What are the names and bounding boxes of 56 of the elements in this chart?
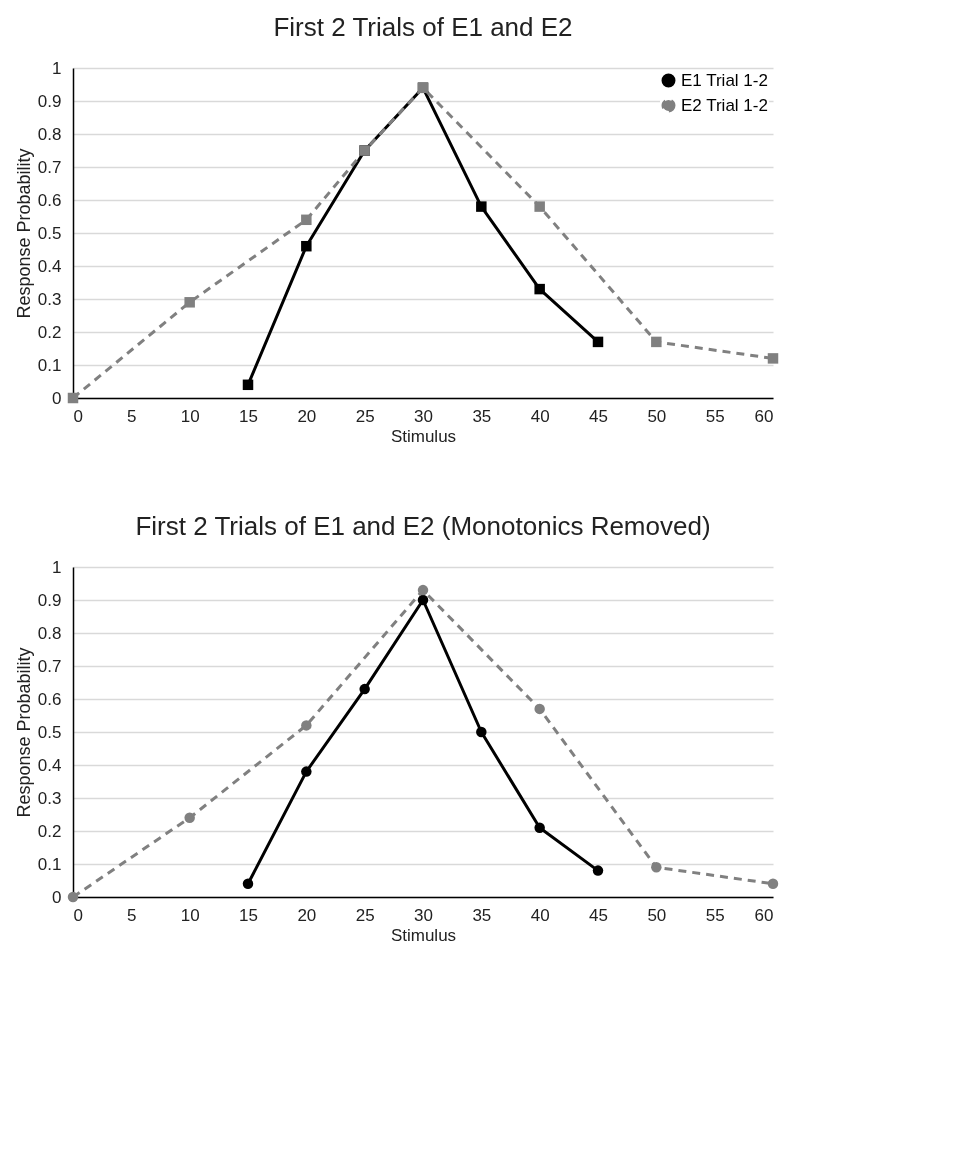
y-tick-label: 0.2 bbox=[37, 322, 62, 342]
x-tick-label: 55 bbox=[705, 905, 725, 925]
x-tick-label: 20 bbox=[297, 406, 317, 426]
y-tick-label: 0 bbox=[52, 388, 62, 408]
x-tick-label: 15 bbox=[239, 905, 258, 925]
y-tick-label: 0.1 bbox=[37, 355, 62, 375]
y-tick-label: 0.7 bbox=[37, 656, 62, 676]
legend-label: E1 Trial 1-2 bbox=[681, 70, 768, 90]
x-tick-label: 60 bbox=[754, 905, 774, 925]
y-tick-label: 0.6 bbox=[37, 190, 62, 210]
x-tick-label: 30 bbox=[414, 905, 433, 925]
x-axis-title: Stimulus bbox=[390, 426, 457, 446]
y-tick-label: 0.9 bbox=[37, 91, 62, 111]
y-tick-label: 0.2 bbox=[37, 821, 62, 841]
x-tick-label: 0 bbox=[73, 406, 83, 426]
x-tick-label: 5 bbox=[127, 905, 137, 925]
y-axis-title: Response Probability bbox=[13, 148, 34, 319]
x-tick-label: 60 bbox=[754, 406, 774, 426]
x-tick-label: 5 bbox=[127, 406, 137, 426]
y-axis-title: Response Probability bbox=[13, 647, 34, 818]
x-tick-label: 50 bbox=[647, 406, 667, 426]
y-tick-label: 0.5 bbox=[37, 722, 62, 742]
x-tick-label: 55 bbox=[705, 406, 725, 426]
x-axis-title: Stimulus bbox=[390, 925, 457, 945]
x-tick-label: 50 bbox=[647, 905, 667, 925]
y-tick-label: 0.8 bbox=[37, 124, 62, 144]
y-tick-label: 0.6 bbox=[37, 689, 62, 709]
x-tick-label: 35 bbox=[472, 905, 492, 925]
x-tick-label: 45 bbox=[589, 905, 608, 925]
y-tick-label: 0.7 bbox=[37, 157, 62, 177]
y-tick-label: 0.3 bbox=[37, 289, 62, 309]
x-tick-label: 10 bbox=[180, 406, 200, 426]
y-tick-label: 0.9 bbox=[37, 590, 62, 610]
y-tick-label: 0 bbox=[52, 887, 62, 907]
x-tick-label: 45 bbox=[589, 406, 608, 426]
legend-label: E2 Trial 1-2 bbox=[681, 95, 768, 115]
x-tick-label: 25 bbox=[355, 905, 375, 925]
y-tick-label: 1 bbox=[52, 557, 62, 577]
x-tick-label: 10 bbox=[180, 905, 200, 925]
chart-title: First 2 Trials of E1 and E2 (Monotonics Removed) bbox=[135, 511, 711, 541]
x-tick-label: 40 bbox=[530, 406, 550, 426]
x-tick-label: 35 bbox=[472, 406, 492, 426]
y-tick-label: 0.4 bbox=[37, 256, 62, 276]
y-tick-label: 0.8 bbox=[37, 623, 62, 643]
x-tick-label: 0 bbox=[73, 905, 83, 925]
x-tick-label: 40 bbox=[530, 905, 550, 925]
y-tick-label: 0.5 bbox=[37, 223, 62, 243]
y-tick-label: 0.3 bbox=[37, 788, 62, 808]
y-tick-label: 0.4 bbox=[37, 755, 62, 775]
y-tick-label: 1 bbox=[52, 58, 62, 78]
y-tick-label: 0.1 bbox=[37, 854, 62, 874]
chart-title: First 2 Trials of E1 and E2 bbox=[273, 12, 573, 42]
x-tick-label: 15 bbox=[239, 406, 258, 426]
x-tick-label: 25 bbox=[355, 406, 375, 426]
x-tick-label: 20 bbox=[297, 905, 317, 925]
x-tick-label: 30 bbox=[414, 406, 433, 426]
